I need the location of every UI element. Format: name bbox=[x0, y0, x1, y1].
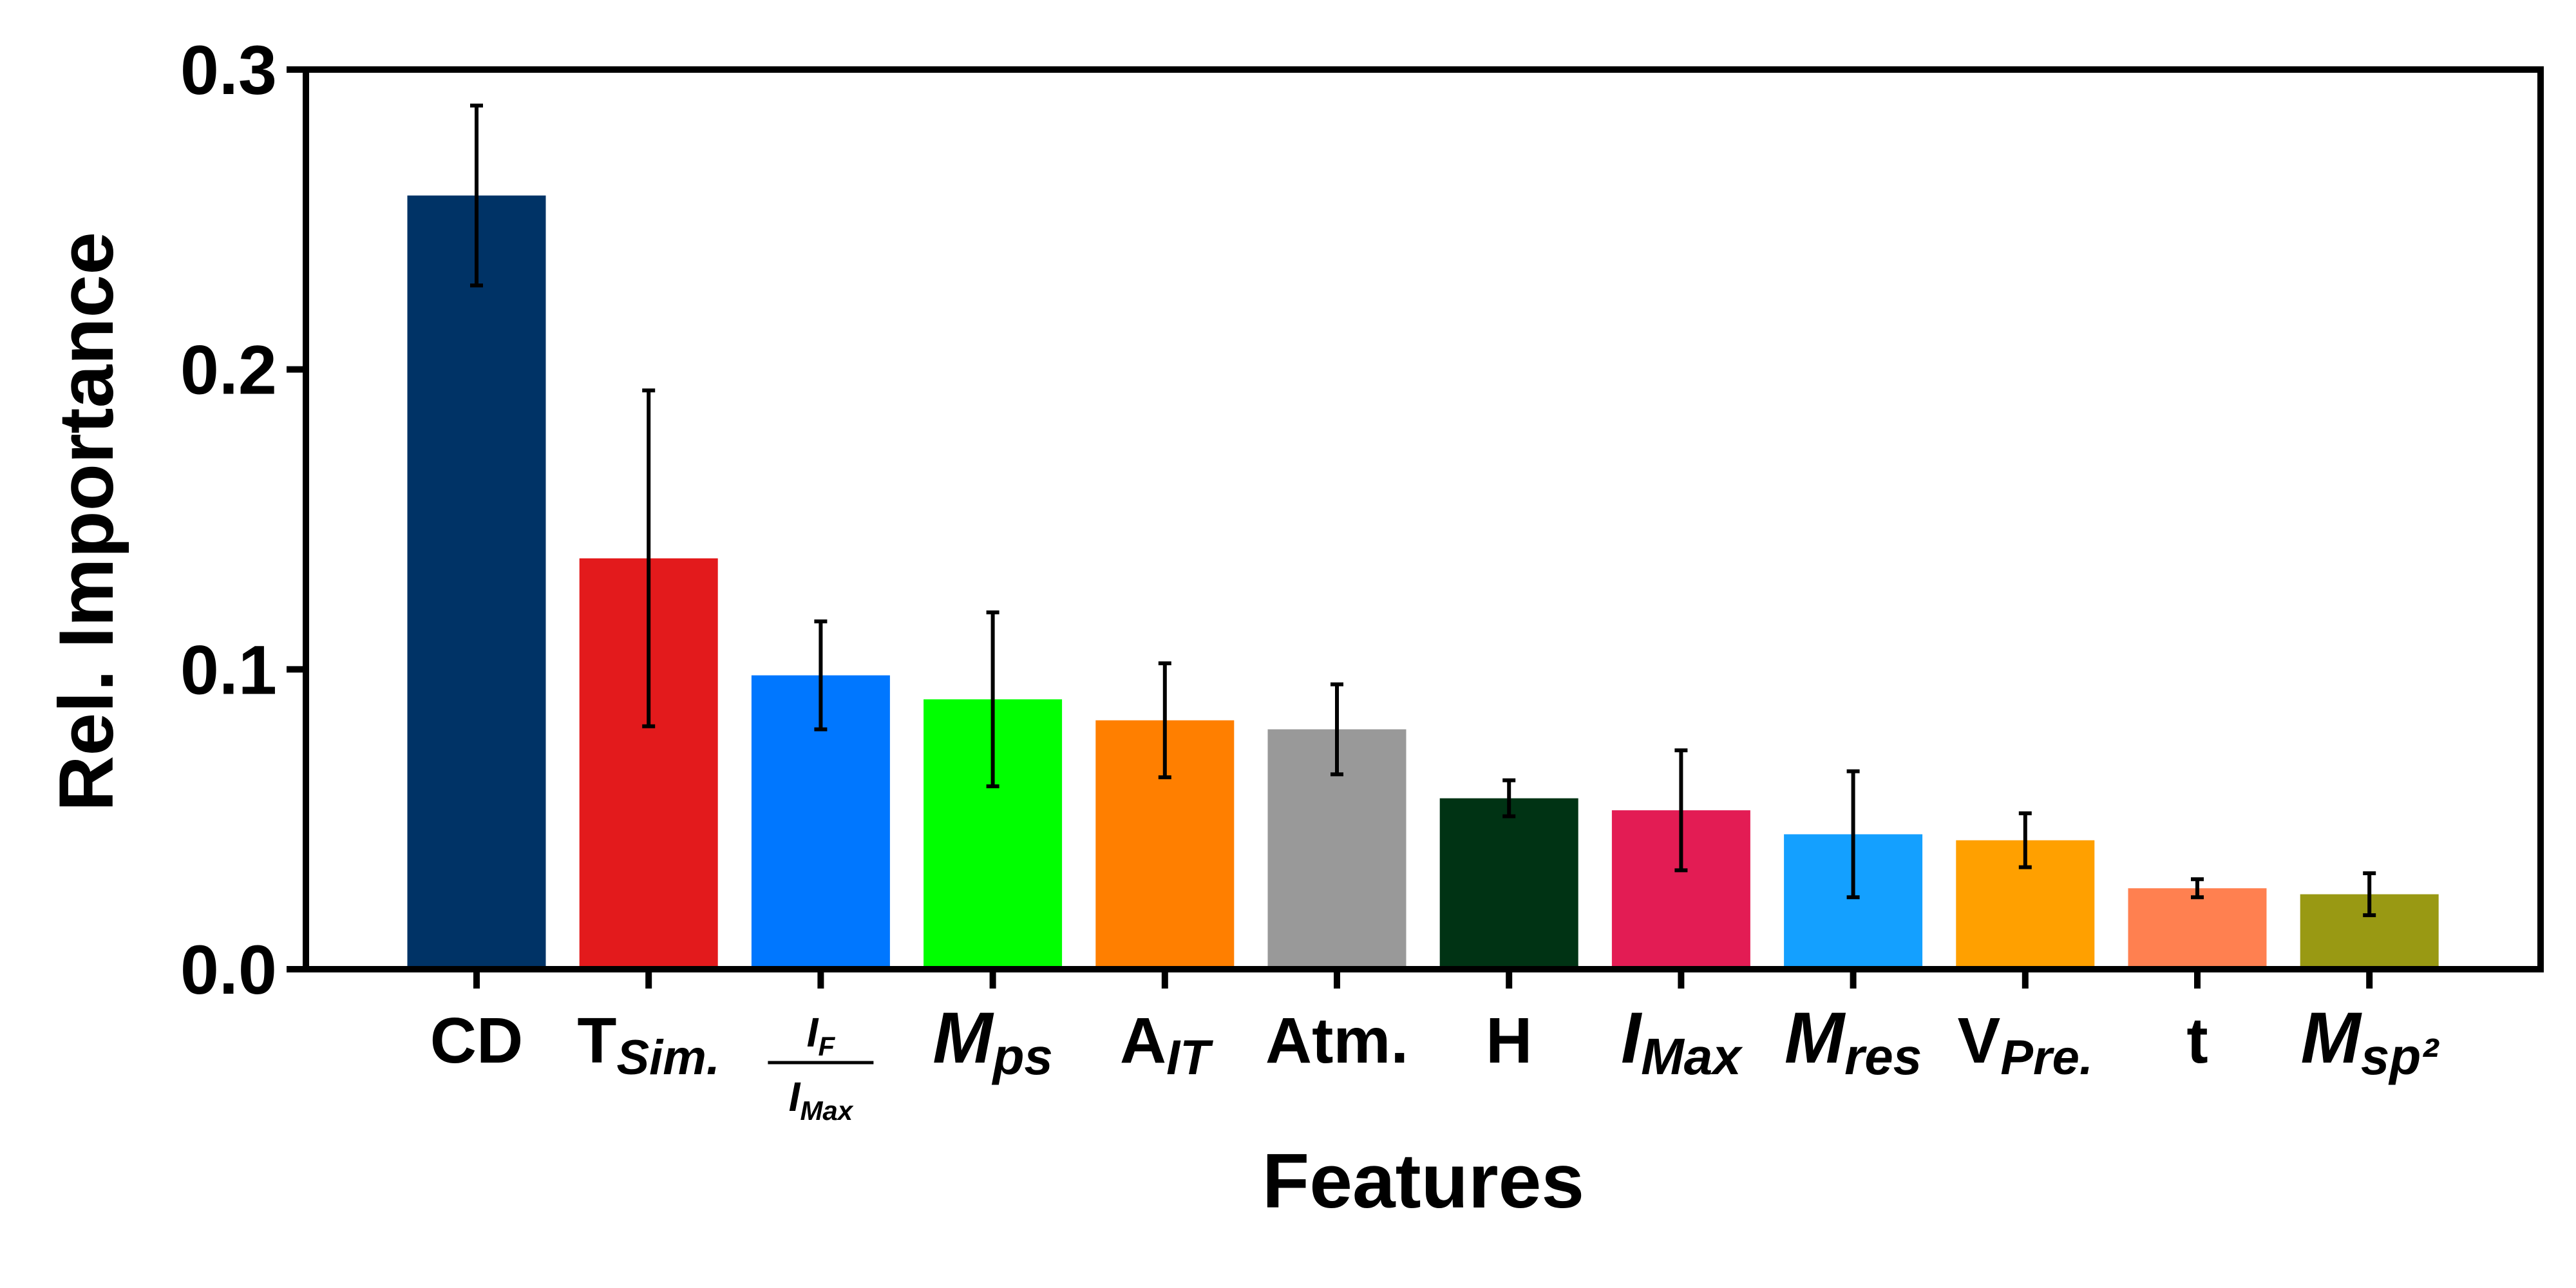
y-axis-label: Rel. Importance bbox=[43, 232, 129, 811]
y-axis-ticks: 0.0 0.1 0.2 0.3 bbox=[180, 31, 306, 1009]
x-tick-label: Msp² bbox=[2301, 998, 2440, 1085]
error-bar bbox=[1846, 769, 1860, 900]
x-tick-label: Mps bbox=[933, 998, 1053, 1085]
plot-frame bbox=[303, 66, 2544, 972]
y-tick-label: 0.2 bbox=[180, 331, 277, 409]
error-bars-layer bbox=[470, 103, 2376, 918]
error-bar bbox=[470, 103, 483, 288]
y-tick-label: 0.1 bbox=[180, 630, 277, 708]
x-tick-label: IMax bbox=[1621, 998, 1743, 1085]
bars-layer bbox=[407, 195, 2439, 970]
y-tick-label: 0.0 bbox=[180, 931, 277, 1009]
error-bar bbox=[2191, 877, 2204, 900]
x-tick-label: Atm. bbox=[1265, 1005, 1408, 1077]
error-bar bbox=[2018, 811, 2032, 869]
x-tick-label: TSim. bbox=[577, 1005, 720, 1085]
error-bar bbox=[642, 388, 656, 728]
x-tick-label: Mres bbox=[1785, 998, 1922, 1085]
svg-text:IF: IF bbox=[807, 1009, 836, 1061]
y-tick-label: 0.3 bbox=[180, 31, 277, 109]
x-tick-label: H bbox=[1486, 1005, 1532, 1077]
svg-text:IMax: IMax bbox=[789, 1074, 854, 1126]
error-bar bbox=[1502, 778, 1516, 819]
x-tick-label: AIT bbox=[1120, 1005, 1213, 1085]
error-bar bbox=[1674, 748, 1688, 873]
error-bar bbox=[986, 610, 999, 788]
error-bar bbox=[2363, 871, 2376, 918]
x-tick-label: t bbox=[2186, 1005, 2208, 1077]
x-tick-label: CD bbox=[430, 1005, 523, 1077]
bar bbox=[407, 195, 546, 970]
error-bar bbox=[814, 619, 828, 732]
x-axis-ticks: CD TSim. IF IMax Mps AIT Atm. H IMax Mres VPre. t Ms… bbox=[430, 969, 2439, 1126]
x-axis-label: Features bbox=[1262, 1138, 1584, 1224]
bar bbox=[1439, 798, 1578, 969]
x-tick-label: VPre. bbox=[1958, 1005, 2093, 1085]
error-bar bbox=[1158, 661, 1171, 779]
error-bar bbox=[1331, 682, 1343, 777]
bar bbox=[2128, 888, 2267, 969]
x-tick-label: IF IMax bbox=[768, 1009, 874, 1126]
